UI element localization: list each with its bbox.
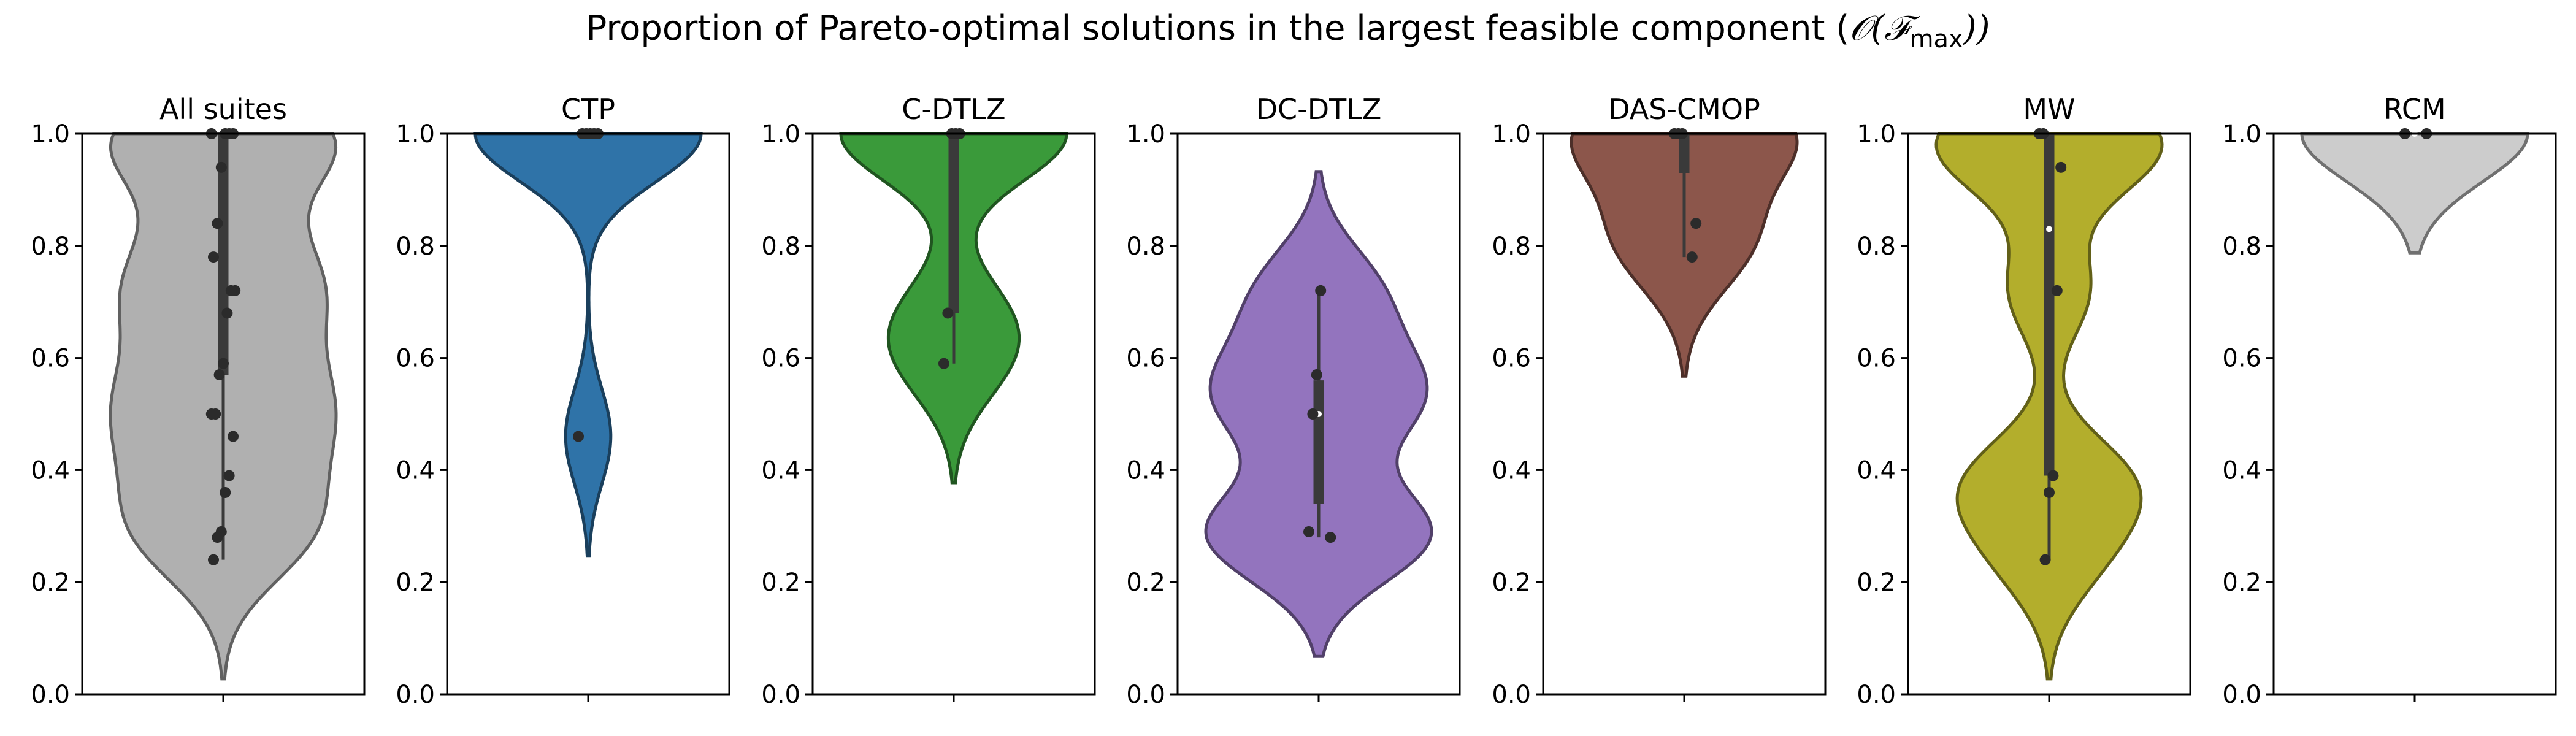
title-math-main: 𝒪(ℱ (1849, 9, 1910, 48)
y-tick-label-3-3: 0.6 (1126, 345, 1165, 373)
data-point-2-3 (942, 307, 954, 319)
data-point-0-8 (225, 285, 237, 296)
y-tick-label-4-1: 0.2 (1492, 569, 1531, 597)
data-point-3-3 (1303, 526, 1314, 537)
data-point-5-5 (2044, 486, 2055, 498)
violin-body-1 (473, 132, 703, 558)
y-tick-label-6-1: 0.2 (2222, 569, 2261, 597)
y-tick-label-0-5: 1.0 (31, 120, 70, 148)
data-point-5-3 (2051, 285, 2063, 296)
data-point-0-10 (218, 358, 229, 369)
data-point-3-4 (1325, 532, 1336, 543)
panel-title-6: RCM (2383, 93, 2445, 126)
y-tick-label-3-2: 0.4 (1126, 456, 1165, 485)
y-tick-label-6-5: 1.0 (2222, 120, 2261, 148)
y-tick-label-2-5: 1.0 (761, 120, 800, 148)
data-point-0-4 (215, 161, 227, 173)
y-tick-label-3-1: 0.2 (1126, 569, 1165, 597)
violin-body-6 (2300, 132, 2529, 255)
y-tick-label-1-4: 0.8 (396, 232, 435, 261)
panel-title-4: DAS-CMOP (1608, 93, 1760, 126)
y-tick-label-1-2: 0.4 (396, 456, 435, 485)
title-math: 𝒪(ℱmax)) (1849, 9, 1990, 53)
panel-title-1: CTP (561, 93, 615, 126)
y-tick-label-2-1: 0.2 (761, 569, 800, 597)
data-point-0-13 (205, 408, 217, 420)
y-tick-label-6-0: 0.0 (2222, 681, 2261, 709)
y-tick-label-0-2: 0.4 (31, 456, 70, 485)
y-tick-label-6-2: 0.4 (2222, 456, 2261, 485)
y-tick-label-5-4: 0.8 (1857, 232, 1896, 261)
data-point-3-1 (1311, 369, 1322, 381)
y-tick-label-3-4: 0.8 (1126, 232, 1165, 261)
data-point-3-0 (1315, 285, 1327, 296)
data-point-2-4 (938, 358, 949, 369)
y-tick-label-0-0: 0.0 (31, 681, 70, 709)
data-point-0-11 (213, 369, 225, 381)
y-tick-label-4-0: 0.0 (1492, 681, 1531, 709)
y-tick-label-2-4: 0.8 (761, 232, 800, 261)
y-tick-label-2-2: 0.4 (761, 456, 800, 485)
panel-title-2: C-DTLZ (902, 93, 1005, 126)
title-math-close: )) (1963, 9, 1990, 48)
data-point-1-5 (573, 431, 584, 442)
y-tick-label-5-5: 1.0 (1857, 120, 1896, 148)
y-tick-label-6-4: 0.8 (2222, 232, 2261, 261)
y-tick-label-1-3: 0.6 (396, 345, 435, 373)
violin-median-5 (2046, 226, 2052, 232)
y-tick-label-1-0: 0.0 (396, 681, 435, 709)
data-point-4-3 (1690, 218, 1702, 229)
y-tick-label-5-3: 0.6 (1857, 345, 1896, 373)
title-math-sub: max (1909, 25, 1963, 54)
data-point-5-2 (2055, 161, 2067, 173)
y-tick-label-1-1: 0.2 (396, 569, 435, 597)
y-tick-label-2-3: 0.6 (761, 345, 800, 373)
data-point-0-18 (212, 532, 223, 543)
y-tick-label-5-1: 0.2 (1857, 569, 1896, 597)
data-point-3-2 (1307, 408, 1319, 420)
data-point-0-14 (228, 431, 239, 442)
data-point-0-19 (208, 554, 219, 565)
y-tick-label-4-2: 0.4 (1492, 456, 1531, 485)
chart-title: Proportion of Pareto-optimal solutions i… (0, 9, 2576, 53)
y-tick-label-0-1: 0.2 (31, 569, 70, 597)
y-tick-label-3-5: 1.0 (1126, 120, 1165, 148)
data-point-0-16 (220, 486, 231, 498)
title-prefix: Proportion of Pareto-optimal solutions i… (586, 9, 1850, 48)
y-tick-label-5-2: 0.4 (1857, 456, 1896, 485)
y-tick-label-0-3: 0.6 (31, 345, 70, 373)
y-tick-label-5-0: 0.0 (1857, 681, 1896, 709)
panel-title-0: All suites (159, 93, 287, 126)
panel-title-3: DC-DTLZ (1256, 93, 1382, 126)
y-tick-label-1-5: 1.0 (396, 120, 435, 148)
chart-title-text: Proportion of Pareto-optimal solutions i… (586, 9, 1990, 53)
data-point-0-9 (221, 307, 233, 319)
data-point-5-4 (2047, 470, 2059, 481)
panel-title-5: MW (2023, 93, 2075, 126)
y-tick-label-0-4: 0.8 (31, 232, 70, 261)
data-point-0-15 (223, 470, 235, 481)
y-tick-label-6-3: 0.6 (2222, 345, 2261, 373)
y-tick-label-3-0: 0.0 (1126, 681, 1165, 709)
data-point-0-5 (212, 218, 223, 229)
data-point-0-6 (208, 251, 219, 263)
data-point-4-4 (1686, 251, 1698, 263)
y-tick-label-2-0: 0.0 (761, 681, 800, 709)
y-tick-label-4-4: 0.8 (1492, 232, 1531, 261)
data-point-5-6 (2039, 554, 2051, 565)
y-tick-label-4-3: 0.6 (1492, 345, 1531, 373)
y-tick-label-4-5: 1.0 (1492, 120, 1531, 148)
